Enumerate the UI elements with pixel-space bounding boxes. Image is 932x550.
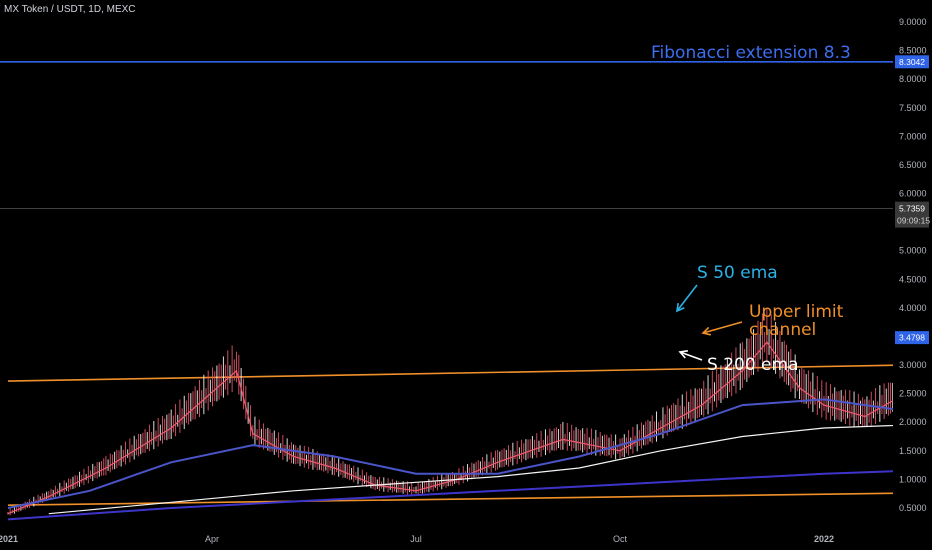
price-point — [48, 495, 50, 498]
y-tick-label: 2.5000 — [899, 389, 927, 399]
time-axis[interactable]: 2021 Apr Jul Oct 2022 — [0, 534, 834, 544]
price-point — [292, 455, 295, 458]
price-axis[interactable]: 9.0000 8.5000 8.0000 7.5000 7.0000 6.5000 6.00… — [893, 0, 932, 550]
y-tick-label: 3.0000 — [899, 360, 927, 370]
ema200-series-line — [48, 422, 932, 515]
arrow-ema50[interactable] — [676, 284, 698, 312]
y-tick-label: 8.5000 — [899, 46, 927, 56]
x-tick-label: Jul — [410, 534, 422, 544]
y-tick-label: 1.0000 — [899, 474, 927, 484]
arrow-ema200-head — [678, 350, 689, 359]
y-tick-label: 6.0000 — [899, 189, 927, 199]
price-point — [864, 415, 866, 418]
y-tick-label: 4.5000 — [899, 274, 927, 284]
fib-price-tag: 8.3042 — [899, 57, 925, 67]
last-price-tag: 5.7359 — [899, 204, 925, 214]
upper-channel-line[interactable] — [7, 334, 932, 382]
price-point — [619, 450, 621, 452]
arrow-upper-limit-head — [701, 326, 711, 336]
resistance-price-tag: 3.4798 — [899, 333, 925, 343]
y-tick-label: 6.5000 — [899, 160, 927, 170]
bar-countdown: 09:09:15 — [897, 216, 930, 226]
price-point — [700, 404, 703, 406]
price-point — [823, 404, 825, 406]
annotation-fib[interactable]: Fibonacci extension 8.3 — [651, 43, 851, 63]
price-point — [415, 490, 417, 492]
price-point — [235, 369, 238, 372]
arrow-ema200[interactable] — [679, 351, 703, 361]
price-point — [741, 369, 744, 372]
y-tick-label: 7.5000 — [899, 103, 927, 113]
arrow-ema50-head — [675, 302, 685, 313]
annotation-ema50[interactable]: S 50 ema — [697, 263, 778, 283]
x-tick-label: 2021 — [0, 534, 18, 544]
price-point — [7, 512, 9, 515]
fib-price-tag-bg — [895, 55, 929, 69]
x-tick-label: Oct — [613, 534, 628, 544]
lower-channel-line[interactable] — [7, 467, 932, 506]
price-point — [660, 427, 662, 429]
x-tick-label: 2022 — [814, 534, 834, 544]
price-point — [496, 461, 499, 464]
annotation-upper2[interactable]: channel — [749, 320, 816, 340]
arrow-upper-limit[interactable] — [702, 321, 743, 334]
y-tick-label: 8.0000 — [899, 74, 927, 84]
annotations-layer: Fibonacci extension 8.3 S 50 ema Upper lim… — [651, 43, 851, 375]
annotation-ema200[interactable]: S 200 ema — [707, 355, 798, 375]
last-price-tag-bg — [895, 201, 929, 228]
y-tick-label: 5.0000 — [899, 246, 927, 256]
y-tick-label: 0.5000 — [899, 503, 927, 513]
drawing-lines — [0, 60, 932, 506]
price-point — [798, 387, 801, 389]
resistance-price-tag-bg — [895, 331, 929, 345]
price-point — [766, 341, 768, 343]
price-axis-bg — [893, 0, 932, 550]
annotation-upper1[interactable]: Upper limit — [749, 302, 844, 322]
y-tick-label: 4.0000 — [899, 303, 927, 313]
price-tags: 8.3042 3.4798 5.7359 09:09:15 — [895, 55, 930, 345]
y-tick-label: 9.0000 — [899, 17, 927, 27]
longema-series-line — [7, 468, 932, 521]
chart-title: MX Token / USDT, 1D, MEXC — [4, 4, 136, 15]
price-point — [252, 432, 254, 435]
ema50-series-line — [7, 398, 932, 509]
price-point — [170, 427, 172, 429]
price-point — [333, 467, 336, 469]
price-line-series — [7, 341, 932, 515]
x-tick-label: Apr — [205, 534, 219, 544]
price-point — [105, 467, 107, 469]
y-tick-label: 7.0000 — [899, 131, 927, 141]
y-tick-label: 1.5000 — [899, 446, 927, 456]
price-point — [562, 438, 564, 441]
y-tick-label: 2.0000 — [899, 417, 927, 427]
